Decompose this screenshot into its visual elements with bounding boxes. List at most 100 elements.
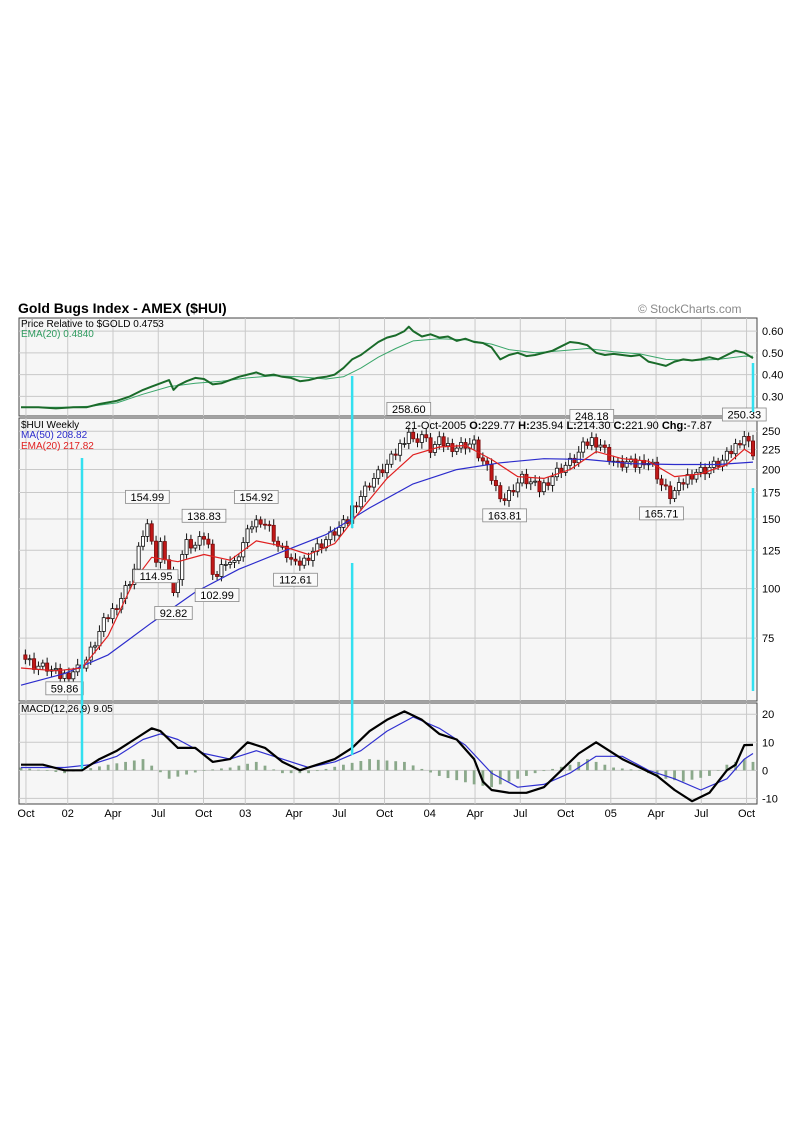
candlestick (493, 475, 498, 492)
x-tick-label: Apr (285, 808, 302, 820)
price-annotation-label: 114.95 (140, 571, 173, 583)
candle-body (371, 477, 376, 488)
candlestick (271, 519, 276, 546)
candlestick (106, 614, 111, 623)
candle-body (193, 544, 198, 549)
price-annotation-label: 165.71 (645, 508, 679, 520)
candlestick (302, 554, 307, 569)
candle-body (528, 481, 533, 485)
candle-body (506, 490, 511, 501)
candlestick (184, 533, 189, 559)
candle-body (454, 447, 459, 452)
candle-body (337, 526, 342, 536)
candlestick (415, 433, 420, 448)
macd-histogram-bar (420, 768, 424, 771)
price-annotation-box (639, 506, 684, 521)
candle-body (737, 443, 742, 446)
candle-body (40, 662, 45, 667)
candle-body (515, 482, 520, 493)
candlestick (193, 541, 198, 552)
price-annotation-box (125, 489, 170, 504)
macd-histogram-bar (603, 764, 607, 771)
macd-histogram-bar (333, 766, 337, 771)
ohlc-segment: 235.94 (530, 420, 567, 432)
candlestick (694, 468, 699, 483)
candle-body (589, 437, 594, 446)
macd-histogram-bar (751, 761, 755, 771)
candlestick (289, 553, 294, 566)
candle-body (533, 480, 538, 483)
macd-histogram-bar (368, 759, 371, 771)
candlestick (546, 477, 551, 491)
x-tick-label: Apr (647, 808, 664, 820)
candlestick (210, 539, 215, 580)
candle-body (332, 531, 337, 536)
candlestick (506, 486, 511, 507)
y-tick-label: 200 (762, 465, 780, 477)
candlestick (685, 468, 690, 489)
candlestick (140, 530, 145, 551)
macd-signal-line (21, 716, 754, 791)
macd-histogram-bar (716, 770, 720, 771)
candlestick (367, 482, 372, 491)
macd-histogram-bar (403, 761, 406, 771)
candlestick (149, 520, 154, 545)
candlestick (145, 519, 150, 543)
candlestick (672, 487, 677, 503)
candle-body (319, 543, 324, 549)
candle-body (424, 434, 429, 439)
candle-body (572, 457, 577, 464)
candle-body (746, 436, 751, 442)
macd-histogram-bar (490, 770, 493, 788)
candlestick (58, 663, 63, 685)
candlestick (180, 550, 185, 586)
macd-histogram-bar (542, 770, 546, 772)
candle-body (685, 474, 690, 485)
candle-body (445, 443, 450, 447)
candlestick (594, 433, 599, 454)
candle-body (493, 480, 498, 487)
x-tick-label: Jul (332, 808, 346, 820)
candle-body (419, 434, 424, 443)
candlestick (659, 474, 664, 492)
y-tick-label: 125 (762, 545, 780, 557)
x-tick-label: Oct (195, 808, 212, 820)
price-relative-line (21, 325, 754, 410)
candle-body (585, 441, 590, 446)
candle-body (127, 584, 132, 586)
y-tick-label: 250 (762, 426, 780, 438)
macd-histogram-bar (342, 764, 345, 771)
macd-histogram-bar (620, 768, 624, 771)
macd-histogram-bar (141, 759, 145, 771)
macd-histogram-bar (289, 770, 293, 774)
chart-container: Gold Bugs Index - AMEX ($HUI) © StockCha… (0, 298, 794, 823)
candle-body (450, 443, 455, 452)
candlestick (319, 539, 324, 554)
ohlc-segment: L: (566, 420, 576, 432)
candle-body (376, 469, 381, 479)
candle-body (106, 617, 111, 620)
candle-body (271, 524, 276, 542)
candlestick (655, 456, 660, 484)
ma50-line (20, 458, 754, 686)
macd-histogram-bar (681, 770, 685, 782)
candle-body (210, 543, 215, 575)
candle-body (114, 608, 119, 610)
candle-body (97, 631, 102, 647)
candlestick (406, 427, 411, 450)
candle-body (136, 545, 141, 570)
macd-histogram-bar (673, 770, 676, 781)
candle-body (180, 554, 185, 581)
price-annotation-box (482, 508, 527, 523)
macd-histogram-bar (28, 768, 32, 771)
watermark: © StockCharts.com (638, 302, 742, 316)
ema20-price-line (20, 444, 754, 672)
macd-histogram-bar (202, 770, 206, 771)
candle-body (415, 438, 420, 443)
candle-body (480, 457, 485, 462)
x-tick-label: 03 (239, 808, 251, 820)
candlestick (729, 445, 734, 458)
candlestick (219, 559, 224, 582)
x-tick-label: 02 (62, 808, 74, 820)
macd-histogram-bar (298, 770, 302, 774)
